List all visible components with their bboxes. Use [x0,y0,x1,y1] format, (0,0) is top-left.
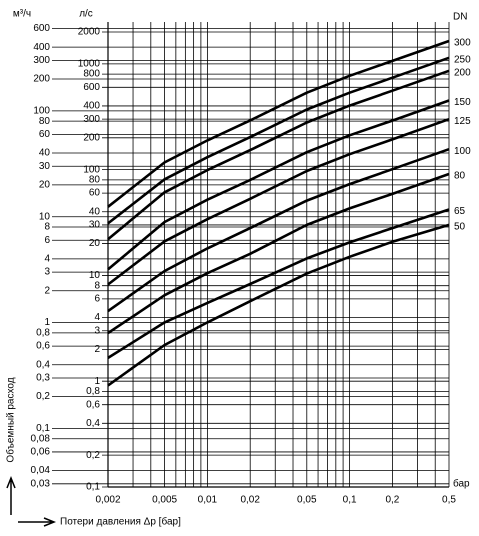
curve [107,172,450,335]
y-tick-label: 3 [94,325,100,336]
y-tick-label: 0,4 [86,418,100,429]
y2-tick-label: 0,8 [36,328,50,339]
curve [107,147,450,313]
y-tick-label: 30 [89,220,101,231]
y-tick-label: 2 [94,344,100,355]
y-arrow [6,475,16,515]
y-tick-label: 60 [89,188,101,199]
curve [107,208,450,360]
y2-tick-label: 0,4 [36,359,50,370]
y2-tick-label: 0,04 [31,465,51,476]
y2-tick-label: 3 [44,267,50,278]
x-tick-label: 0,002 [95,495,120,506]
x-tick-label: 0,2 [385,495,399,506]
y-tick-label: 0,8 [86,386,100,397]
y2-tick-label: 10 [39,211,51,222]
curve [107,223,450,387]
y-label: Объемный расход [5,377,17,462]
x-tick-label: 0,005 [152,495,177,506]
y-tick-label: 0,2 [86,450,100,461]
y-tick-label: 6 [94,294,100,305]
y-tick-label: 400 [83,101,100,112]
series-label: 200 [454,67,471,78]
y-tick-label: 10 [89,270,101,281]
y2-tick-label: 40 [39,148,51,159]
x-arrow [18,517,57,527]
y-tick-label: 0,1 [86,482,100,493]
series-label: 300 [454,38,471,49]
y-tick-label: 1000 [78,58,101,69]
y-tick-label: 600 [83,82,100,93]
y2-tick-label: 2 [44,285,50,296]
series-label: 50 [454,222,466,233]
curve [107,39,450,208]
curve [107,117,450,286]
y2-tick-label: 60 [39,129,51,140]
curve [107,56,450,225]
y2-tick-label: 0,08 [31,433,51,444]
series-label: 80 [454,171,466,182]
x-label: Потери давления Δp [бар] [60,516,181,528]
y-tick-label: 20 [89,238,101,249]
y-unit: л/с [79,9,93,20]
y-tick-label: 200 [83,132,100,143]
legend-title: DN [453,12,467,23]
x-tick-label: 0,5 [442,495,456,506]
y-tick-label: 40 [89,206,101,217]
y2-tick-label: 1 [44,317,50,328]
y-tick-label: 80 [89,175,101,186]
y-tick-label: 1 [94,376,100,387]
x-tick-label: 0,02 [240,495,260,506]
series-label: 125 [454,116,471,127]
y2-tick-label: 0,03 [31,478,51,489]
y2-unit: м³/ч [13,9,31,20]
y-tick-label: 8 [94,280,100,291]
y2-tick-label: 4 [44,254,50,265]
y-tick-label: 4 [94,312,100,323]
y-tick-label: 300 [83,114,100,125]
series-label: 150 [454,97,471,108]
y2-tick-label: 0,06 [31,447,51,458]
series-label: 65 [454,206,466,217]
y2-tick-label: 0,6 [36,341,50,352]
y2-tick-label: 80 [39,116,51,127]
curve [107,99,450,271]
y2-tick-label: 30 [39,161,51,172]
x-unit: бар [453,478,470,490]
series-label: 100 [454,146,471,157]
x-tick-label: 0,05 [297,495,317,506]
y2-tick-label: 8 [44,222,50,233]
y2-tick-label: 400 [33,42,50,53]
y2-tick-label: 300 [33,55,50,66]
y2-tick-label: 0,1 [36,423,50,434]
y2-tick-label: 0,2 [36,391,50,402]
y-tick-label: 800 [83,69,100,80]
y-tick-label: 100 [83,164,100,175]
series-label: 250 [454,54,471,65]
y2-tick-label: 100 [33,106,50,117]
y-tick-label: 0,6 [86,399,100,410]
y-tick-label: 2000 [78,27,101,38]
y2-tick-label: 0,3 [36,373,50,384]
y2-tick-label: 20 [39,180,51,191]
curve [107,69,450,241]
x-tick-label: 0,01 [198,495,218,506]
y2-tick-label: 600 [33,23,50,34]
y2-tick-label: 200 [33,74,50,85]
x-tick-label: 0,1 [343,495,357,506]
y2-tick-label: 6 [44,235,50,246]
